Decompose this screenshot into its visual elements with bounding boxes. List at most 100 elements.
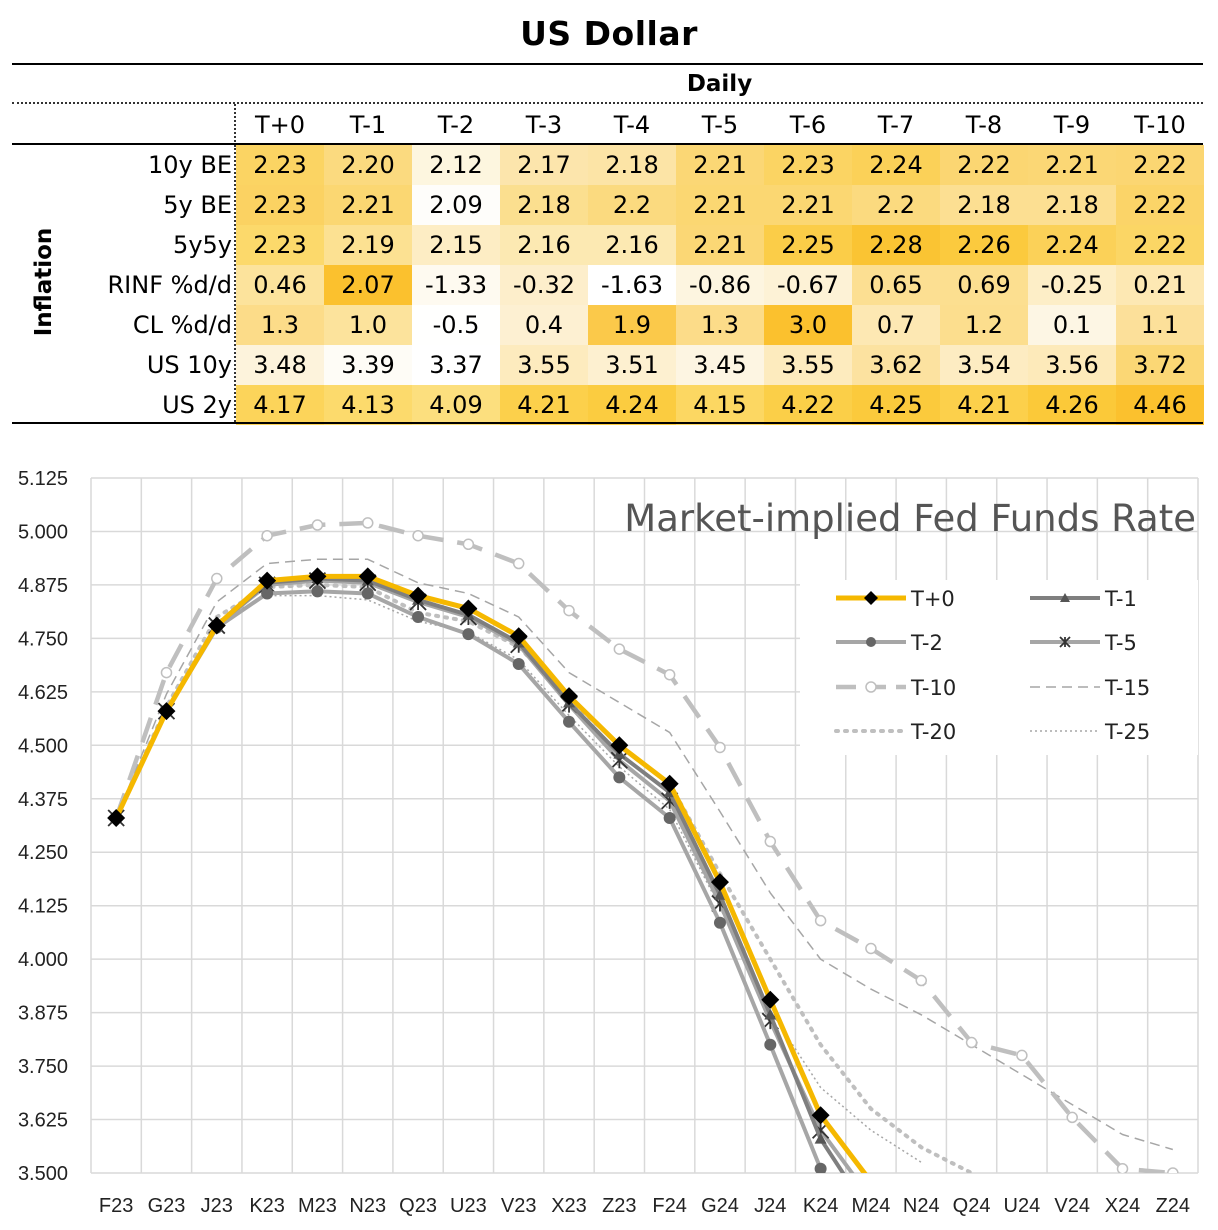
series-marker: [412, 611, 425, 623]
table-cell: 3.37: [412, 345, 500, 385]
x-tick-label: G24: [701, 1195, 739, 1217]
table-cell: 2.23: [236, 145, 324, 185]
series-marker: [412, 529, 424, 542]
x-tick-label: K23: [249, 1195, 285, 1217]
y-tick-label: 4.750: [18, 628, 68, 650]
table-cell: 2.23: [236, 225, 324, 265]
series-marker: [107, 809, 126, 828]
series-marker: [663, 668, 676, 681]
table-cell: 2.21: [676, 145, 764, 185]
series-marker: [362, 517, 374, 529]
row-label: CL %d/d: [132, 311, 232, 339]
table-cell: 2.22: [940, 145, 1028, 185]
table-cell: 3.56: [1028, 345, 1116, 385]
series-marker: [865, 681, 877, 693]
bottom-rule: [12, 422, 1203, 424]
table-cell: 2.23: [236, 185, 324, 225]
table-cell: -0.67: [764, 265, 852, 305]
series-marker: [713, 916, 726, 929]
table-cell: 1.9: [588, 305, 676, 345]
series-marker: [811, 1106, 830, 1125]
y-tick-label: 3.500: [18, 1163, 68, 1185]
x-tick-label: N23: [349, 1195, 386, 1217]
column-header: T-4: [613, 111, 651, 139]
header-divider: [234, 104, 236, 142]
x-tick-label: X24: [1105, 1195, 1141, 1217]
table-cell: 2.18: [940, 185, 1028, 225]
x-tick-label: Z23: [602, 1195, 636, 1217]
series-t-10: [110, 517, 1179, 1173]
series-line: [115, 558, 1174, 1151]
column-header: T-9: [1053, 111, 1091, 139]
series-t-2: [110, 585, 827, 1173]
table-cell: 4.22: [764, 385, 852, 425]
series-marker: [764, 1008, 777, 1020]
x-tick-label: F23: [99, 1195, 133, 1217]
table-cell: -0.32: [500, 265, 588, 305]
series-marker: [965, 1036, 978, 1049]
table-cell: 3.55: [764, 345, 852, 385]
table-cell: 2.22: [1116, 145, 1204, 185]
series-marker: [761, 990, 780, 1009]
table-cell: 2.28: [852, 225, 940, 265]
table-cell: 4.25: [852, 385, 940, 425]
x-tick-label: X23: [551, 1195, 587, 1217]
row-label: US 10y: [146, 351, 232, 379]
x-tick-label: M23: [298, 1195, 337, 1217]
legend-box: [800, 580, 1198, 755]
legend-label: T-2: [910, 631, 943, 655]
table-cell: 0.69: [940, 265, 1028, 305]
series-t-15: [115, 558, 1174, 1151]
series-marker: [261, 587, 274, 600]
series-marker: [361, 587, 374, 600]
y-tick-label: 3.625: [18, 1110, 68, 1132]
series-marker: [358, 567, 377, 586]
series-marker: [1059, 636, 1071, 648]
y-tick-label: 4.875: [18, 575, 68, 597]
table-cell: 2.22: [1116, 185, 1204, 225]
series-marker: [866, 637, 876, 647]
table-cell: 3.54: [940, 345, 1028, 385]
table-cell: 0.21: [1116, 265, 1204, 305]
table-cell: 2.18: [500, 185, 588, 225]
table-cell: 4.17: [236, 385, 324, 425]
series-marker: [814, 1132, 827, 1144]
series-marker: [258, 571, 277, 590]
series-marker: [512, 557, 525, 570]
series-marker: [814, 914, 827, 927]
table-cell: 2.21: [676, 225, 764, 265]
fed-funds-chart: 3.500 3.625 3.750 3.875 4.000 4.125 4.250 4.375…: [18, 468, 1199, 1217]
series-marker: [211, 572, 223, 585]
legend-label: T-20: [910, 720, 956, 744]
series-marker: [610, 736, 629, 755]
series-marker: [311, 585, 324, 598]
table-cell: 2.19: [324, 225, 412, 265]
series-marker: [764, 1038, 777, 1051]
table-cell: 3.51: [588, 345, 676, 385]
column-header: T-5: [701, 111, 739, 139]
page-title: US Dollar: [520, 14, 698, 53]
x-tick-label: U24: [1004, 1195, 1041, 1217]
series-marker: [509, 627, 528, 646]
table-cell: 0.65: [852, 265, 940, 305]
frequency-label: Daily: [686, 71, 753, 97]
table-cell: 3.39: [324, 345, 412, 385]
table-cell: 4.15: [676, 385, 764, 425]
table-cell: 0.7: [852, 305, 940, 345]
table-cell: 4.24: [588, 385, 676, 425]
series-marker: [613, 771, 626, 784]
table-cell: 2.21: [764, 185, 852, 225]
row-label: US 2y: [162, 391, 232, 419]
x-tick-label: M24: [851, 1195, 890, 1217]
series-marker: [1066, 1111, 1078, 1124]
table-cell: 2.2: [852, 185, 940, 225]
series-marker: [613, 643, 626, 655]
x-tick-label: K24: [803, 1195, 839, 1217]
x-tick-label: Q24: [953, 1195, 991, 1217]
row-label: RINF %d/d: [107, 271, 233, 299]
table-cell: 4.21: [500, 385, 588, 425]
x-tick-label: J23: [201, 1195, 233, 1217]
series-line: [113, 573, 868, 1173]
legend-label: T-25: [1104, 720, 1150, 744]
series-line: [114, 520, 1173, 1173]
